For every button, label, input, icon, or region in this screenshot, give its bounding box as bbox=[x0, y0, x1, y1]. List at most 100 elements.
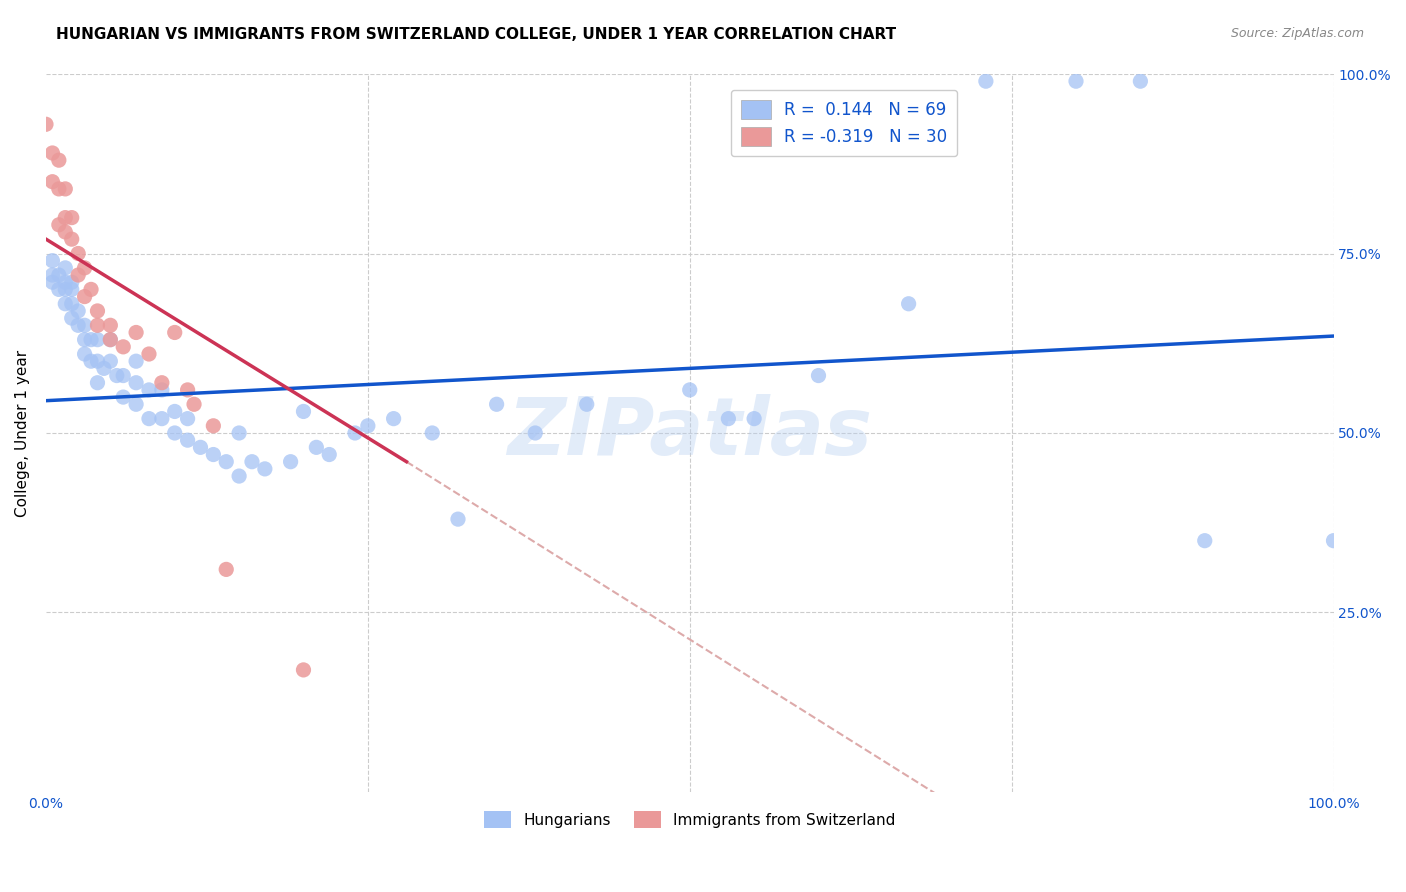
Point bbox=[86, 376, 108, 390]
Point bbox=[48, 182, 70, 196]
Point bbox=[183, 397, 205, 411]
Point bbox=[292, 404, 315, 418]
Point bbox=[41, 268, 63, 282]
Point bbox=[125, 326, 148, 340]
Point bbox=[112, 340, 135, 354]
Point bbox=[86, 333, 108, 347]
Point bbox=[357, 418, 380, 433]
Point bbox=[176, 383, 198, 397]
Text: Source: ZipAtlas.com: Source: ZipAtlas.com bbox=[1230, 27, 1364, 40]
Point bbox=[202, 448, 225, 462]
Point bbox=[150, 411, 173, 425]
Point bbox=[742, 411, 765, 425]
Point bbox=[215, 455, 238, 469]
Point bbox=[48, 268, 70, 282]
Point bbox=[53, 282, 76, 296]
Point bbox=[240, 455, 263, 469]
Point bbox=[447, 512, 470, 526]
Point bbox=[575, 397, 598, 411]
Point bbox=[163, 425, 186, 440]
Point bbox=[420, 425, 443, 440]
Point bbox=[53, 297, 76, 311]
Point bbox=[202, 418, 225, 433]
Point bbox=[150, 376, 173, 390]
Point bbox=[253, 462, 276, 476]
Y-axis label: College, Under 1 year: College, Under 1 year bbox=[15, 350, 30, 516]
Point bbox=[807, 368, 830, 383]
Point bbox=[1064, 74, 1087, 88]
Point bbox=[98, 333, 121, 347]
Point bbox=[80, 354, 103, 368]
Point bbox=[53, 260, 76, 275]
Point bbox=[98, 333, 121, 347]
Point bbox=[138, 347, 160, 361]
Point bbox=[67, 318, 90, 333]
Point bbox=[98, 354, 121, 368]
Point bbox=[60, 282, 83, 296]
Point bbox=[60, 232, 83, 246]
Point bbox=[53, 275, 76, 289]
Point bbox=[41, 275, 63, 289]
Text: HUNGARIAN VS IMMIGRANTS FROM SWITZERLAND COLLEGE, UNDER 1 YEAR CORRELATION CHART: HUNGARIAN VS IMMIGRANTS FROM SWITZERLAND… bbox=[56, 27, 897, 42]
Point bbox=[176, 411, 198, 425]
Point bbox=[280, 455, 302, 469]
Point bbox=[1322, 533, 1344, 548]
Point bbox=[1129, 74, 1152, 88]
Point bbox=[53, 182, 76, 196]
Point bbox=[190, 441, 212, 455]
Point bbox=[80, 333, 103, 347]
Point bbox=[228, 469, 250, 483]
Point bbox=[292, 663, 315, 677]
Point bbox=[35, 117, 58, 131]
Point bbox=[150, 383, 173, 397]
Point bbox=[73, 260, 96, 275]
Point bbox=[98, 318, 121, 333]
Point bbox=[48, 282, 70, 296]
Point bbox=[717, 411, 740, 425]
Point bbox=[41, 253, 63, 268]
Point bbox=[163, 404, 186, 418]
Point bbox=[73, 289, 96, 303]
Point bbox=[125, 376, 148, 390]
Point bbox=[67, 304, 90, 318]
Point bbox=[86, 304, 108, 318]
Point bbox=[112, 368, 135, 383]
Point bbox=[73, 333, 96, 347]
Point bbox=[382, 411, 405, 425]
Point bbox=[93, 361, 115, 376]
Point bbox=[125, 354, 148, 368]
Point bbox=[105, 368, 128, 383]
Point bbox=[60, 297, 83, 311]
Point bbox=[524, 425, 547, 440]
Point bbox=[485, 397, 508, 411]
Point bbox=[53, 211, 76, 225]
Point bbox=[67, 268, 90, 282]
Point bbox=[679, 383, 702, 397]
Point bbox=[318, 448, 340, 462]
Point bbox=[48, 153, 70, 168]
Point bbox=[73, 347, 96, 361]
Point bbox=[80, 282, 103, 296]
Point bbox=[125, 397, 148, 411]
Point bbox=[86, 318, 108, 333]
Point bbox=[305, 441, 328, 455]
Point bbox=[73, 318, 96, 333]
Point bbox=[163, 326, 186, 340]
Point bbox=[138, 411, 160, 425]
Point bbox=[138, 383, 160, 397]
Point bbox=[41, 146, 63, 161]
Point bbox=[60, 211, 83, 225]
Point bbox=[1194, 533, 1216, 548]
Point bbox=[48, 218, 70, 232]
Point bbox=[112, 390, 135, 404]
Point bbox=[215, 562, 238, 576]
Point bbox=[53, 225, 76, 239]
Point bbox=[228, 425, 250, 440]
Point bbox=[41, 175, 63, 189]
Point bbox=[176, 433, 198, 447]
Point bbox=[897, 297, 920, 311]
Point bbox=[67, 246, 90, 260]
Text: ZIPatlas: ZIPatlas bbox=[508, 394, 872, 472]
Legend: Hungarians, Immigrants from Switzerland: Hungarians, Immigrants from Switzerland bbox=[478, 805, 903, 835]
Point bbox=[60, 311, 83, 326]
